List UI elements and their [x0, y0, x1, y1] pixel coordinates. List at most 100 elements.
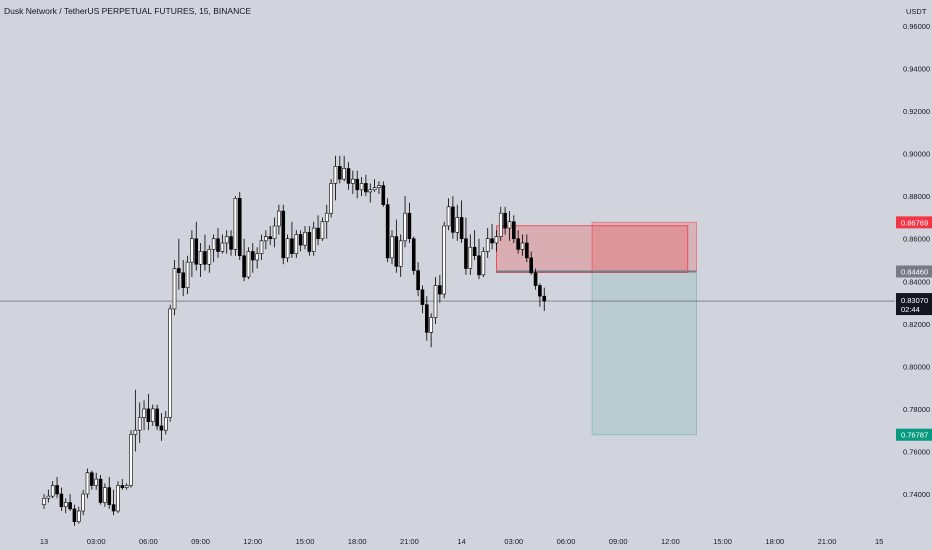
- candle[interactable]: [172, 260, 177, 316]
- candle[interactable]: [333, 155, 338, 201]
- candle[interactable]: [516, 230, 520, 254]
- candle[interactable]: [42, 494, 46, 509]
- candle[interactable]: [264, 230, 268, 250]
- candle[interactable]: [103, 483, 107, 507]
- candle[interactable]: [251, 242, 255, 273]
- candle[interactable]: [298, 230, 303, 252]
- candle[interactable]: [294, 230, 299, 258]
- candle[interactable]: [68, 494, 72, 512]
- candle[interactable]: [390, 230, 394, 265]
- candle[interactable]: [207, 245, 212, 273]
- candle[interactable]: [146, 394, 151, 431]
- candle[interactable]: [420, 285, 425, 314]
- candle[interactable]: [477, 238, 481, 280]
- candle[interactable]: [111, 489, 116, 516]
- candle[interactable]: [81, 489, 85, 516]
- candle[interactable]: [72, 504, 77, 526]
- candle[interactable]: [433, 277, 438, 324]
- candle[interactable]: [124, 483, 129, 490]
- candle[interactable]: [381, 181, 386, 207]
- candle[interactable]: [177, 238, 181, 290]
- candle[interactable]: [129, 430, 133, 488]
- candle[interactable]: [481, 247, 486, 278]
- candle[interactable]: [398, 234, 403, 278]
- candle[interactable]: [94, 472, 98, 490]
- candle[interactable]: [342, 155, 346, 182]
- candle[interactable]: [85, 468, 90, 499]
- candle[interactable]: [190, 230, 194, 278]
- take-profit-zone[interactable]: [591, 270, 697, 436]
- candle[interactable]: [246, 247, 251, 280]
- candle[interactable]: [424, 296, 429, 341]
- candle[interactable]: [364, 174, 368, 197]
- candle[interactable]: [159, 413, 164, 441]
- candle[interactable]: [329, 179, 333, 218]
- candle[interactable]: [307, 225, 312, 256]
- candle[interactable]: [229, 230, 233, 256]
- candle[interactable]: [137, 402, 142, 443]
- candle[interactable]: [142, 400, 146, 431]
- candle[interactable]: [59, 487, 64, 512]
- candle[interactable]: [503, 206, 507, 235]
- candle[interactable]: [451, 196, 455, 239]
- candle[interactable]: [468, 234, 473, 275]
- candle[interactable]: [268, 225, 273, 246]
- candle[interactable]: [507, 211, 512, 241]
- candle[interactable]: [494, 230, 499, 252]
- candle[interactable]: [429, 313, 433, 348]
- candle[interactable]: [498, 206, 503, 241]
- candle[interactable]: [351, 170, 355, 195]
- candle[interactable]: [377, 181, 381, 195]
- candle[interactable]: [272, 217, 277, 248]
- candle[interactable]: [281, 204, 286, 265]
- candle[interactable]: [185, 255, 190, 295]
- candle[interactable]: [542, 287, 547, 312]
- candle[interactable]: [55, 476, 59, 499]
- candle[interactable]: [337, 155, 342, 184]
- candle[interactable]: [277, 204, 281, 235]
- candle[interactable]: [116, 481, 120, 514]
- candle[interactable]: [198, 242, 203, 278]
- candle[interactable]: [485, 228, 490, 258]
- candle[interactable]: [255, 247, 259, 269]
- candle[interactable]: [155, 404, 159, 431]
- candle[interactable]: [285, 234, 290, 263]
- candle[interactable]: [120, 479, 125, 490]
- candle[interactable]: [224, 230, 229, 254]
- candle[interactable]: [63, 498, 68, 514]
- candle[interactable]: [407, 202, 412, 243]
- candle[interactable]: [150, 404, 155, 426]
- candle[interactable]: [520, 234, 525, 256]
- candle[interactable]: [194, 221, 199, 271]
- candle[interactable]: [459, 200, 464, 243]
- candle[interactable]: [90, 470, 94, 490]
- candle[interactable]: [464, 217, 468, 275]
- candle[interactable]: [416, 262, 420, 297]
- candle[interactable]: [490, 223, 494, 250]
- candle[interactable]: [394, 219, 399, 273]
- candle[interactable]: [525, 234, 529, 263]
- candle[interactable]: [538, 283, 542, 307]
- candle[interactable]: [50, 481, 55, 499]
- candle[interactable]: [403, 196, 407, 248]
- candle[interactable]: [311, 221, 316, 256]
- candle[interactable]: [216, 228, 220, 258]
- candle[interactable]: [77, 506, 81, 524]
- candle[interactable]: [320, 217, 325, 241]
- candle[interactable]: [203, 234, 207, 271]
- candle[interactable]: [290, 221, 294, 258]
- candle[interactable]: [242, 238, 246, 282]
- candle[interactable]: [446, 198, 451, 231]
- candle[interactable]: [442, 221, 447, 299]
- candle[interactable]: [511, 215, 516, 243]
- candle[interactable]: [220, 234, 225, 254]
- candle[interactable]: [98, 474, 103, 505]
- candle[interactable]: [359, 177, 364, 197]
- candle[interactable]: [385, 198, 390, 263]
- candle[interactable]: [46, 489, 51, 503]
- candle[interactable]: [438, 274, 442, 303]
- candle[interactable]: [168, 304, 172, 422]
- candle[interactable]: [455, 204, 460, 241]
